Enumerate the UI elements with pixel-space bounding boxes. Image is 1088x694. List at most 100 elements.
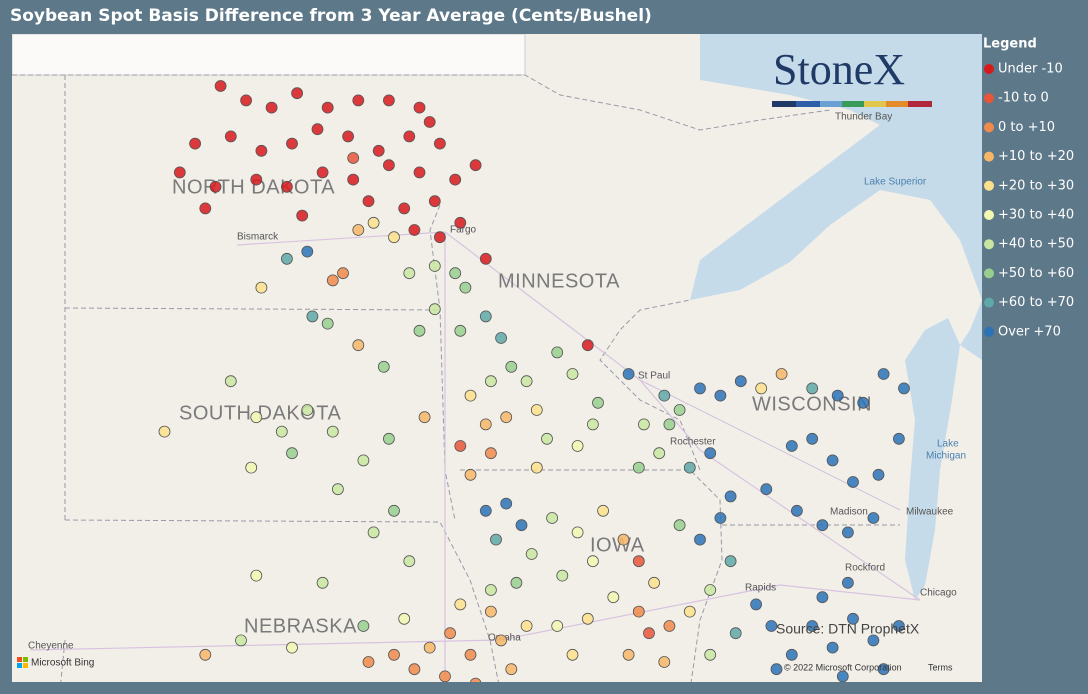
basis-point	[464, 389, 477, 402]
basis-point	[842, 576, 854, 589]
basis-point	[877, 368, 890, 380]
basis-point	[826, 454, 839, 467]
basis-point	[490, 533, 502, 546]
basis-point	[398, 612, 411, 625]
basis-point	[479, 418, 492, 431]
basis-point	[189, 137, 202, 150]
basis-point	[398, 202, 411, 215]
basis-point	[280, 252, 293, 265]
basis-point	[893, 620, 905, 632]
legend-swatch	[984, 268, 994, 279]
water-label: Michigan	[926, 451, 966, 462]
basis-point	[622, 368, 635, 380]
city-label: Cheyenne	[28, 641, 74, 652]
city-label: Rochester	[670, 437, 716, 448]
basis-point	[403, 267, 416, 280]
legend-swatch	[984, 326, 994, 337]
basis-point	[541, 432, 553, 445]
basis-point	[791, 504, 803, 517]
basis-point	[235, 634, 247, 647]
basis-point	[500, 411, 513, 424]
lake-huron	[960, 300, 982, 360]
basis-point	[617, 533, 630, 546]
basis-point	[342, 130, 355, 143]
basis-point	[581, 612, 594, 625]
legend-swatch	[984, 297, 994, 308]
water-label: Lake Superior	[864, 177, 927, 188]
basis-point	[382, 432, 395, 445]
basis-point	[556, 569, 569, 582]
bing-logo	[23, 663, 28, 668]
basis-point	[515, 519, 528, 532]
map-base	[12, 34, 982, 682]
basis-point	[622, 648, 635, 661]
basis-point	[454, 216, 467, 229]
brand-logo: StoneX	[773, 45, 905, 94]
basis-point	[806, 432, 819, 445]
basis-point	[255, 281, 268, 294]
basis-point	[301, 404, 314, 416]
basis-point	[842, 526, 854, 539]
basis-point	[495, 634, 508, 647]
lake-superior	[690, 34, 982, 300]
basis-point	[286, 641, 298, 654]
terms-link[interactable]: Terms	[928, 662, 953, 672]
basis-point	[847, 476, 859, 488]
basis-point	[408, 663, 421, 676]
basis-point	[209, 180, 222, 193]
basis-point	[357, 620, 370, 632]
basis-point	[893, 432, 905, 445]
basis-point	[597, 504, 609, 517]
basis-point	[255, 144, 268, 157]
basis-point	[546, 512, 558, 524]
basis-point	[479, 252, 492, 265]
basis-point	[240, 94, 253, 107]
basis-point	[510, 576, 523, 589]
basis-point	[428, 260, 441, 272]
basis-point	[643, 627, 655, 640]
basis-point	[704, 584, 717, 596]
basis-point	[673, 404, 686, 416]
legend-swatch	[984, 122, 994, 133]
basis-point	[857, 396, 870, 409]
legend-label: +60 to +70	[998, 295, 1074, 310]
basis-point	[408, 224, 421, 236]
basis-point	[484, 605, 497, 618]
points	[158, 80, 910, 682]
basis-point	[750, 598, 762, 611]
borders	[12, 74, 900, 682]
basis-point	[530, 404, 543, 416]
basis-point	[199, 648, 212, 661]
basis-point	[459, 281, 472, 294]
basis-point	[683, 461, 696, 474]
basis-point	[704, 648, 717, 661]
state-label: MINNESOTA	[498, 270, 620, 292]
legend-label: +40 to +50	[998, 237, 1074, 252]
basis-point	[806, 382, 819, 395]
basis-point	[704, 447, 717, 460]
basis-point	[632, 605, 645, 618]
basis-point	[265, 101, 278, 114]
overlay-box	[12, 34, 526, 76]
legend: Under -10 -10 to 0 0 to +10 +10 to +20 +20 t…	[984, 62, 1074, 339]
legend-swatch	[984, 180, 994, 191]
basis-point	[275, 425, 288, 438]
basis-point	[158, 425, 171, 438]
basis-point	[495, 332, 508, 344]
legend-swatch	[984, 93, 994, 104]
basis-point	[362, 656, 375, 668]
basis-point	[724, 555, 737, 568]
legend-label: +10 to +20	[998, 149, 1074, 164]
attribution: Microsoft Bing	[31, 658, 94, 669]
bing-logo	[23, 657, 28, 662]
basis-point	[775, 368, 788, 380]
basis-point	[714, 389, 727, 402]
city-label: Thunder Bay	[835, 112, 892, 123]
basis-point	[428, 303, 441, 316]
city-label: Fargo	[450, 225, 477, 236]
basis-point	[714, 512, 727, 524]
basis-point	[321, 317, 334, 330]
city-label: St Paul	[638, 371, 670, 382]
city-label: Chicago	[920, 588, 957, 599]
